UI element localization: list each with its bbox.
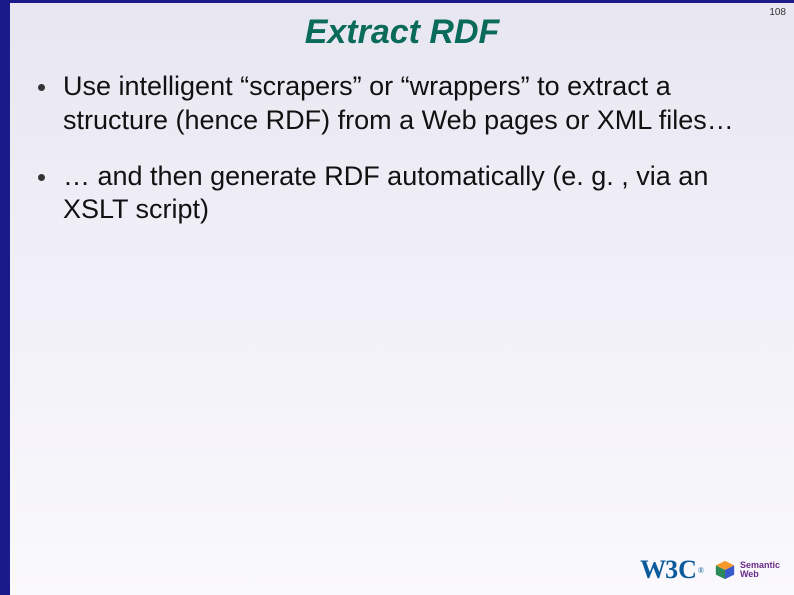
- bullet-item: Use intelligent “scrapers” or “wrappers”…: [38, 70, 764, 138]
- page-number: 108: [769, 7, 786, 18]
- slide-content: Use intelligent “scrapers” or “wrappers”…: [10, 70, 794, 227]
- semantic-web-line2: Web: [740, 570, 780, 579]
- semantic-web-text: Semantic Web: [740, 561, 780, 579]
- w3c-reg-glyph: ®: [698, 566, 704, 575]
- bullet-text: Use intelligent “scrapers” or “wrappers”…: [63, 70, 764, 138]
- slide: 108 Extract RDF Use intelligent “scraper…: [0, 0, 794, 595]
- bullet-marker-icon: [38, 84, 45, 91]
- cube-icon: [714, 559, 736, 581]
- bullet-text: … and then generate RDF automatically (e…: [63, 160, 764, 228]
- semantic-web-logo-icon: Semantic Web: [714, 559, 780, 581]
- bullet-marker-icon: [38, 174, 45, 181]
- w3c-logo-icon: W3C®: [640, 555, 704, 585]
- bullet-item: … and then generate RDF automatically (e…: [38, 160, 764, 228]
- w3c-w-glyph: W: [640, 555, 665, 585]
- w3c-3-glyph: 3: [665, 555, 678, 585]
- w3c-c-glyph: C: [678, 555, 697, 585]
- slide-title: Extract RDF: [10, 3, 794, 70]
- footer-logos: W3C® Semantic Web: [640, 555, 780, 585]
